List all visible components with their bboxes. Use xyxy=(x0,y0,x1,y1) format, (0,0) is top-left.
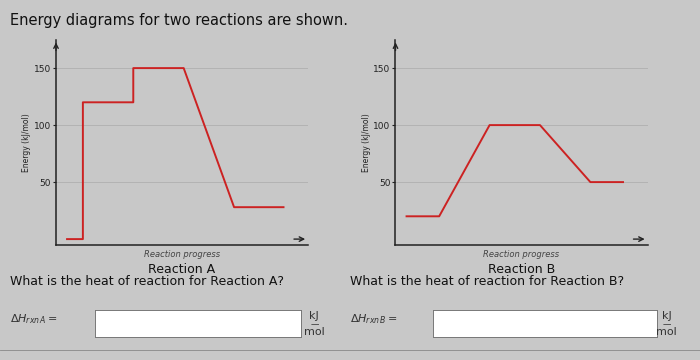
Text: —: — xyxy=(662,320,671,329)
Y-axis label: Energy (kJ/mol): Energy (kJ/mol) xyxy=(22,113,31,172)
Text: What is the heat of reaction for Reaction B?: What is the heat of reaction for Reactio… xyxy=(350,275,624,288)
Text: Reaction progress: Reaction progress xyxy=(484,250,559,259)
Text: Energy diagrams for two reactions are shown.: Energy diagrams for two reactions are sh… xyxy=(10,13,349,28)
Text: Reaction B: Reaction B xyxy=(488,263,555,276)
Text: Reaction progress: Reaction progress xyxy=(144,250,220,259)
Text: mol: mol xyxy=(656,327,677,337)
Text: What is the heat of reaction for Reaction A?: What is the heat of reaction for Reactio… xyxy=(10,275,284,288)
Text: $\Delta H_{\mathit{rxn}\,A}=$: $\Delta H_{\mathit{rxn}\,A}=$ xyxy=(10,312,58,325)
Text: Reaction A: Reaction A xyxy=(148,263,216,276)
Text: —: — xyxy=(310,320,319,329)
Y-axis label: Energy (kJ/mol): Energy (kJ/mol) xyxy=(362,113,370,172)
Text: mol: mol xyxy=(304,327,325,337)
Text: kJ: kJ xyxy=(309,311,319,321)
Text: kJ: kJ xyxy=(662,311,671,321)
Text: $\Delta H_{\mathit{rxn}\,B}=$: $\Delta H_{\mathit{rxn}\,B}=$ xyxy=(350,312,398,325)
